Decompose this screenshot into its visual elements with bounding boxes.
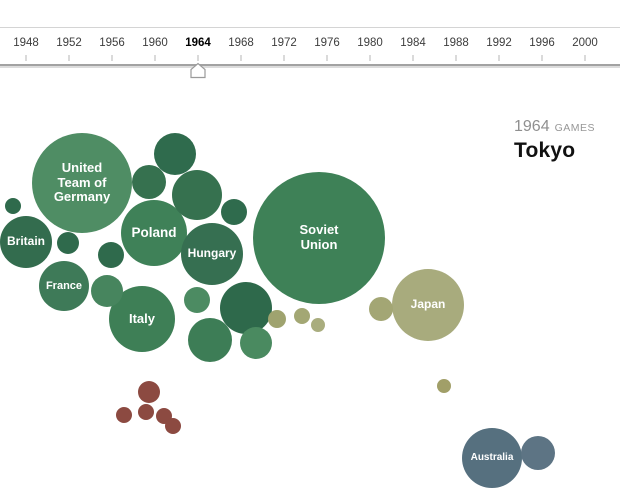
bubble-unlabeled[interactable]	[437, 379, 451, 393]
bubble-unlabeled[interactable]	[154, 133, 196, 175]
timeline-tick-1980	[369, 55, 371, 61]
bubble-unlabeled[interactable]	[132, 165, 166, 199]
games-label: GAMES	[554, 122, 596, 134]
bubble-label-france: France	[45, 279, 83, 292]
bubble-label-hungary: Hungary	[187, 246, 237, 261]
timeline-year-1976[interactable]: 1976	[314, 37, 340, 49]
bubble-unlabeled[interactable]	[369, 297, 393, 321]
timeline-year-1968[interactable]: 1968	[228, 37, 254, 49]
bubble-unlabeled[interactable]	[311, 318, 325, 332]
bubble-unlabeled[interactable]	[188, 318, 232, 362]
bubble-label-japan: Japan	[410, 297, 446, 312]
games-title-block: 1964 GAMES Tokyo	[514, 118, 614, 163]
timeline-tick-1960	[154, 55, 156, 61]
bubble-unlabeled[interactable]	[57, 232, 79, 254]
timeline-year-1988[interactable]: 1988	[443, 37, 469, 49]
timeline-tick-1972	[283, 55, 285, 61]
bubble-unlabeled[interactable]	[294, 308, 310, 324]
bubble-japan[interactable]: Japan	[392, 269, 464, 341]
bubble-unlabeled[interactable]	[91, 275, 123, 307]
bubble-label-australia: Australia	[470, 452, 514, 464]
bubble-unlabeled[interactable]	[98, 242, 124, 268]
host-city-title: Tokyo	[514, 139, 576, 162]
timeline-tick-1948	[25, 55, 27, 61]
timeline-tick-1956	[111, 55, 113, 61]
bubble-unlabeled[interactable]	[240, 327, 272, 359]
bubble-label-soviet-union: Soviet Union	[299, 222, 339, 252]
timeline-year-1948[interactable]: 1948	[13, 37, 39, 49]
bubble-unlabeled[interactable]	[220, 282, 272, 334]
timeline-track[interactable]	[0, 64, 620, 68]
bubble-unlabeled[interactable]	[5, 198, 21, 214]
timeline-year-1956[interactable]: 1956	[99, 37, 125, 49]
bubble-label-italy: Italy	[128, 310, 155, 326]
bubble-britain[interactable]: Britain	[0, 216, 52, 268]
timeline-tick-1996	[541, 55, 543, 61]
bubble-france[interactable]: France	[39, 261, 89, 311]
timeline-tick-1988	[455, 55, 457, 61]
bubble-unlabeled[interactable]	[165, 418, 181, 434]
bubble-unlabeled[interactable]	[116, 407, 132, 423]
bubble-unlabeled[interactable]	[221, 199, 247, 225]
timeline-year-1952[interactable]: 1952	[56, 37, 82, 49]
timeline-tick-1968	[240, 55, 242, 61]
timeline-slider[interactable]: 1948 1952 1956 1960 1964 1968 1972 1976 1980 1984…	[0, 0, 620, 85]
timeline-top-rule	[0, 27, 620, 28]
timeline-tick-1992	[498, 55, 500, 61]
bubble-hungary[interactable]: Hungary	[181, 223, 243, 285]
bubble-australia[interactable]: Australia	[462, 428, 522, 488]
timeline-year-1972[interactable]: 1972	[271, 37, 297, 49]
bubble-unlabeled[interactable]	[268, 310, 286, 328]
bubble-unlabeled[interactable]	[138, 404, 154, 420]
timeline-year-1980[interactable]: 1980	[357, 37, 383, 49]
games-year: 1964	[514, 118, 550, 135]
games-year-subtitle: 1964 GAMES	[514, 118, 614, 136]
bubble-united-team-of-germany[interactable]: United Team of Germany	[32, 133, 132, 233]
timeline-tick-1964	[197, 55, 199, 61]
timeline-tick-1984	[412, 55, 414, 61]
timeline-tick-2000	[584, 55, 586, 61]
bubble-unlabeled[interactable]	[172, 170, 222, 220]
timeline-tick-1952	[68, 55, 70, 61]
timeline-year-2000[interactable]: 2000	[572, 37, 598, 49]
bubble-unlabeled[interactable]	[184, 287, 210, 313]
bubble-italy[interactable]: Italy	[109, 286, 175, 352]
bubble-unlabeled[interactable]	[138, 381, 160, 403]
bubble-poland[interactable]: Poland	[121, 200, 187, 266]
timeline-tick-1976	[326, 55, 328, 61]
timeline-year-1992[interactable]: 1992	[486, 37, 512, 49]
timeline-year-1984[interactable]: 1984	[400, 37, 426, 49]
bubble-label-poland: Poland	[131, 225, 177, 241]
timeline-year-1996[interactable]: 1996	[529, 37, 555, 49]
timeline-year-1960[interactable]: 1960	[142, 37, 168, 49]
bubble-label-britain: Britain	[6, 234, 45, 249]
timeline-year-1964[interactable]: 1964	[185, 37, 211, 49]
bubble-soviet-union[interactable]: Soviet Union	[253, 172, 385, 304]
bubble-unlabeled[interactable]	[521, 436, 555, 470]
timeline-handle-icon[interactable]	[189, 62, 207, 79]
bubble-label-united-team-of-germany: United Team of Germany	[53, 160, 111, 205]
